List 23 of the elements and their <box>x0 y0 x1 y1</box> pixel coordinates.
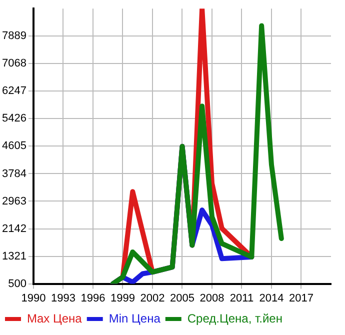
x-tick-label: 1996 <box>80 292 106 304</box>
x-tick-label: 2011 <box>230 292 254 304</box>
y-tick-label: 7068 <box>2 58 26 70</box>
y-tick-label: 4605 <box>2 140 26 152</box>
x-tick-label: 2017 <box>289 292 314 304</box>
legend-label: Сред.Цена, т.йен <box>187 311 282 326</box>
y-tick-label: 1321 <box>2 250 26 262</box>
y-tick-label: 2963 <box>2 195 26 208</box>
y-tick-label: 7889 <box>2 30 26 42</box>
y-tick-label: 3784 <box>2 168 26 180</box>
legend-label: Min Цена <box>108 311 161 326</box>
x-tick-label: 1990 <box>21 292 46 304</box>
y-tick-label: 500 <box>8 278 26 290</box>
x-tick-label: 2005 <box>170 292 194 304</box>
x-tick-label: 1999 <box>110 292 135 304</box>
legend-label: Max Цена <box>27 311 82 326</box>
y-tick-label: 5426 <box>2 112 26 125</box>
y-tick-label: 6247 <box>2 85 26 98</box>
x-tick-label: 2008 <box>200 292 224 304</box>
x-tick-label: 2014 <box>259 292 284 304</box>
x-tick-label: 1993 <box>50 292 76 304</box>
y-tick-label: 2142 <box>2 222 26 235</box>
x-tick-label: 2002 <box>140 292 165 304</box>
